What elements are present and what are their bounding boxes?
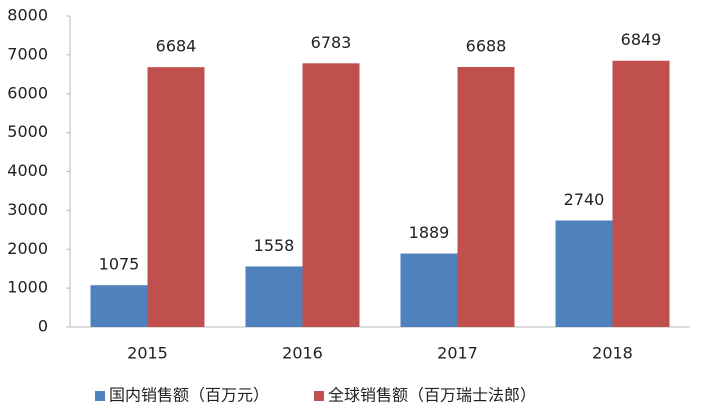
legend-label: 全球销售额（百万瑞士法郎） [328,386,536,405]
y-tick-label: 7000 [7,44,48,63]
y-tick-label: 0 [38,317,48,336]
y-tick-label: 8000 [7,6,48,25]
y-tick-label: 5000 [7,122,48,141]
y-tick-label: 6000 [7,83,48,102]
data-label: 1889 [409,223,450,242]
bar [90,285,148,327]
x-tick-label: 2016 [282,344,323,363]
legend-swatch [95,391,105,401]
data-label: 6684 [156,37,197,56]
data-label: 1075 [99,255,140,274]
bar [612,60,670,328]
data-label: 2740 [564,190,605,209]
y-tick-label: 1000 [7,278,48,297]
bar [245,266,303,327]
bar [457,67,515,327]
legend-swatch [314,391,325,401]
x-tick-label: 2017 [437,344,478,363]
data-label: 6688 [466,37,507,56]
bar [302,63,360,327]
bar [555,220,613,327]
x-tick-label: 2018 [592,344,633,363]
x-tick-label: 2015 [127,344,168,363]
bar [147,67,205,328]
y-tick-label: 4000 [7,161,48,180]
y-tick-label: 2000 [7,239,48,258]
legend-label: 国内销售额（百万元） [109,386,269,405]
bar [400,253,458,327]
data-label: 6783 [311,33,352,52]
data-label: 6849 [621,30,662,49]
y-tick-label: 3000 [7,200,48,219]
data-label: 1558 [254,236,295,255]
